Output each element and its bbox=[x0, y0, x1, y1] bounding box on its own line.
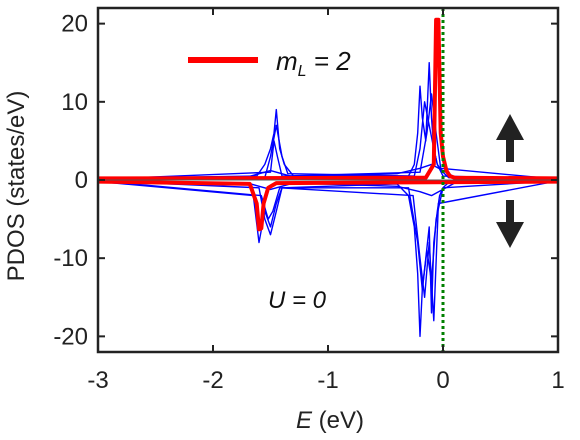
y-tick-label: 0 bbox=[75, 167, 88, 194]
x-axis-label: E (eV) bbox=[296, 407, 364, 434]
legend-label: mL = 2 bbox=[276, 46, 351, 80]
legend-sub: L bbox=[298, 63, 307, 80]
down-arrow-icon bbox=[496, 200, 524, 248]
series-blue-2-spin-up-line bbox=[98, 93, 558, 180]
y-tick-label: 20 bbox=[61, 11, 88, 38]
y-tick-label: -20 bbox=[53, 323, 88, 350]
series-blue-1-spin-up-line bbox=[98, 101, 558, 180]
series-ml2-spin-down-line bbox=[98, 179, 558, 232]
x-tick-label: -3 bbox=[87, 367, 108, 394]
legend-rest: = 2 bbox=[307, 46, 352, 76]
series-blue-1-spin-down-line bbox=[98, 180, 558, 291]
up-arrow-icon bbox=[496, 114, 524, 162]
series-blue-0-spin-down-line bbox=[98, 180, 558, 338]
legend: mL = 2 bbox=[188, 46, 351, 80]
overlay-layer bbox=[98, 8, 558, 352]
x-tick-label: -1 bbox=[317, 367, 338, 394]
x-tick-label: -2 bbox=[202, 367, 223, 394]
x-axis-label-unit: (eV) bbox=[312, 407, 364, 434]
u-annotation: U = 0 bbox=[268, 287, 327, 314]
series-layer bbox=[98, 17, 558, 338]
series-blue-2-spin-down-line bbox=[98, 180, 558, 322]
x-tick-label: 0 bbox=[436, 367, 449, 394]
series-blue-0-spin-up-line bbox=[98, 62, 558, 180]
y-axis-label: PDOS (states/eV) bbox=[3, 91, 30, 282]
x-axis-label-variable: E bbox=[296, 407, 313, 434]
series-ml2-spin-up-line bbox=[98, 17, 558, 181]
y-tick-label: 10 bbox=[61, 89, 88, 116]
x-tick-label: 1 bbox=[551, 367, 564, 394]
legend-var: m bbox=[276, 46, 298, 76]
series-blue-3-spin-down-line bbox=[98, 180, 558, 197]
y-tick-label: -10 bbox=[53, 245, 88, 272]
